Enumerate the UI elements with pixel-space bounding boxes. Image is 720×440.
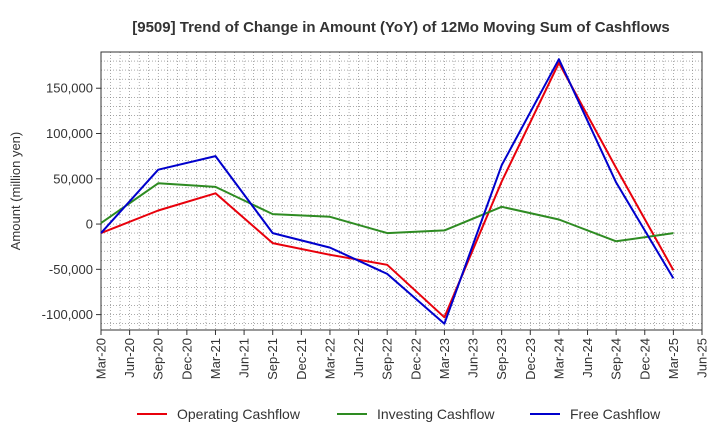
series-lines [100,58,675,325]
legend-label: Investing Cashflow [377,406,495,422]
x-tick-label: Jun-22 [351,338,366,378]
x-tick-label: Sep-21 [265,338,280,380]
x-tick-label: Sep-24 [609,338,624,380]
x-tick-label: Dec-22 [408,338,423,380]
x-axis-ticks: Mar-20 Jun-20 Sep-20 Dec-20 Mar-21 Jun-21 Sep-… [94,330,710,380]
y-axis-ticks: -100,000 -50,000 0 50,000 100,000 150,000 [42,81,101,322]
x-tick-label: Jun-23 [466,338,481,378]
legend-label: Operating Cashflow [177,406,301,422]
x-tick-label: Mar-24 [551,338,566,379]
y-tick-label: 150,000 [46,81,93,96]
x-tick-label: Jun-20 [122,338,137,378]
y-tick-label: 50,000 [53,171,93,186]
x-tick-label: Mar-25 [666,338,681,379]
series-line-free-cashflow [100,58,675,325]
x-tick-label: Jun-25 [695,338,710,378]
x-tick-label: Mar-20 [94,338,109,379]
x-tick-label: Dec-20 [179,338,194,380]
y-tick-label: -50,000 [49,262,93,277]
x-tick-label: Sep-22 [380,338,395,380]
series-line-investing-cashflow [100,182,674,243]
y-axis-label: Amount (million yen) [8,132,23,251]
x-tick-label: Dec-21 [294,338,309,380]
x-tick-label: Dec-23 [523,338,538,380]
x-tick-label: Mar-21 [208,338,223,379]
y-tick-label: 100,000 [46,126,93,141]
x-tick-label: Dec-24 [637,338,652,380]
y-tick-label: 0 [86,217,93,232]
grid-lines [101,52,702,330]
x-tick-label: Mar-22 [322,338,337,379]
legend: Operating Cashflow Investing Cashflow Free… [137,406,661,422]
x-tick-label: Sep-20 [151,338,166,380]
x-tick-label: Sep-23 [494,338,509,380]
x-tick-label: Jun-21 [237,338,252,378]
legend-label: Free Cashflow [570,406,661,422]
y-tick-label: -100,000 [42,307,93,322]
x-tick-label: Mar-23 [437,338,452,379]
x-tick-label: Jun-24 [580,338,595,378]
plot-frame [100,51,703,331]
chart-title: [9509] Trend of Change in Amount (YoY) o… [132,19,670,36]
